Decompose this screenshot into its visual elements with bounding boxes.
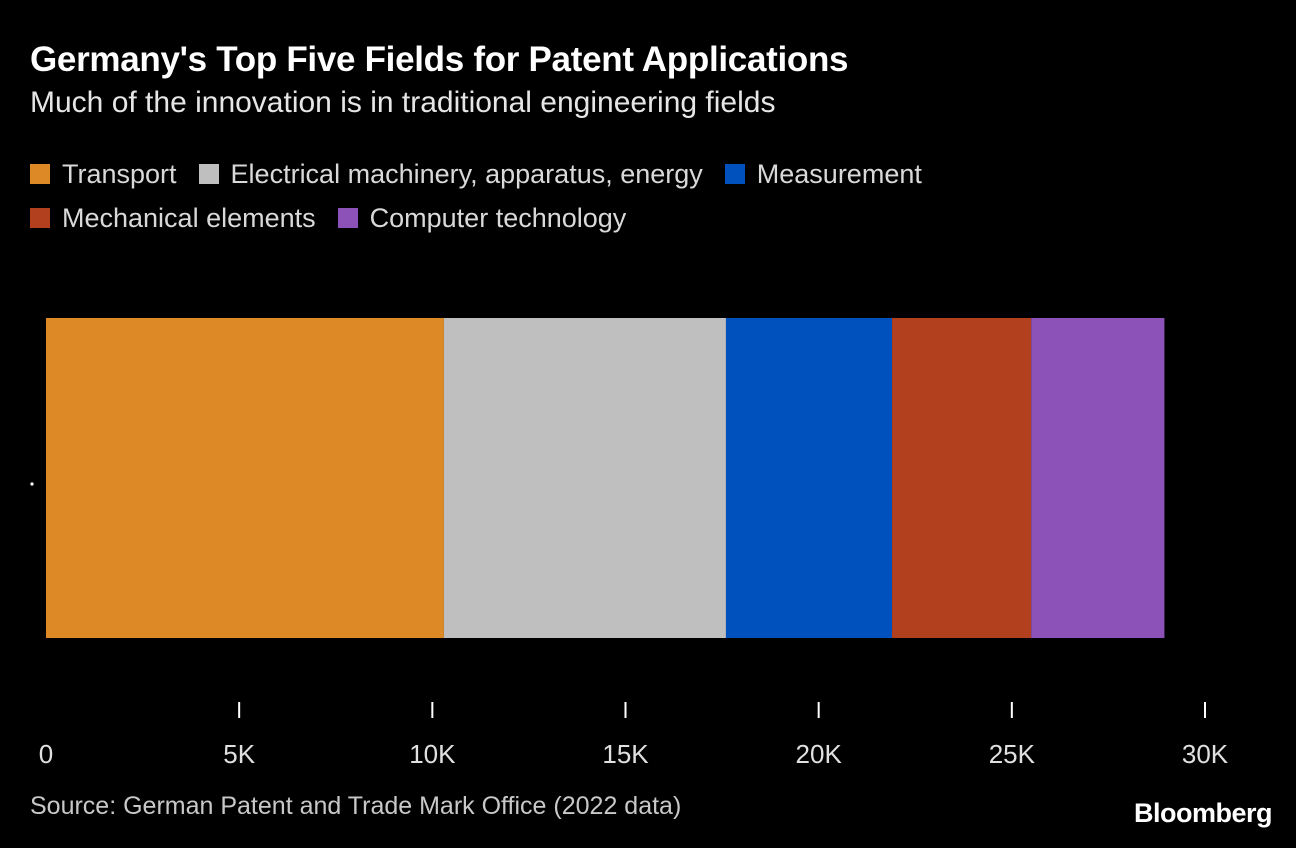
legend-label-measurement: Measurement	[756, 158, 922, 189]
bar-segment-transport	[46, 318, 444, 638]
source-note: Source: German Patent and Trade Mark Off…	[30, 792, 682, 820]
legend-label-mechanical: Mechanical elements	[62, 202, 316, 233]
x-tick-label: 30K	[1182, 739, 1229, 769]
legend-swatch-mechanical	[30, 208, 50, 228]
legend-swatch-electrical	[198, 164, 219, 184]
x-tick-label: 10K	[409, 739, 456, 769]
legend-label-transport: Transport	[62, 158, 177, 189]
x-tick-label: 15K	[602, 739, 649, 769]
legend-item-electrical: Electrical machinery, apparatus, energy	[198, 158, 703, 190]
bloomberg-logo: Bloomberg	[1133, 798, 1273, 828]
chart-title: Germany's Top Five Fields for Patent App…	[30, 40, 849, 79]
x-tick-label: 0	[39, 739, 53, 769]
x-tick-label: 20K	[796, 739, 843, 769]
legend-label-electrical: Electrical machinery, apparatus, energy	[230, 158, 703, 189]
legend-swatch-measurement	[724, 164, 745, 184]
chart-subtitle: Much of the innovation is in traditional…	[30, 86, 776, 119]
category-marker	[30, 482, 34, 486]
bar-segment-computer	[1031, 318, 1165, 638]
bar-segment-mechanical	[892, 318, 1032, 638]
legend-item-computer: Computer technology	[337, 202, 627, 234]
legend-swatch-computer	[337, 208, 358, 228]
chart-legend: Transport Electrical machinery, apparatu…	[30, 152, 1130, 240]
x-tick-label: 5K	[223, 739, 255, 769]
legend-swatch-transport	[30, 164, 50, 184]
legend-item-mechanical: Mechanical elements	[30, 203, 316, 234]
x-tick-label: 25K	[989, 739, 1036, 769]
legend-row-1: Transport Electrical machinery, apparatu…	[30, 152, 1130, 196]
bar-segment-electrical	[443, 318, 726, 638]
legend-label-computer: Computer technology	[369, 202, 627, 233]
bar-segment-measurement	[725, 318, 893, 638]
legend-item-measurement: Measurement	[724, 158, 922, 190]
legend-row-2: Mechanical elements Computer technology	[30, 196, 1130, 240]
legend-item-transport: Transport	[30, 159, 177, 190]
